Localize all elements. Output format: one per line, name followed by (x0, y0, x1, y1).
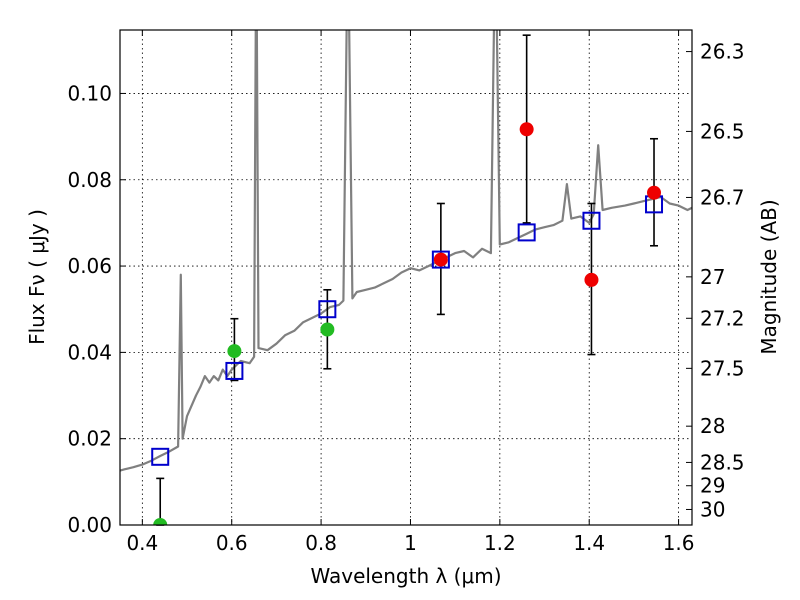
right-tick-label: 30 (700, 497, 725, 521)
observed-red-point (647, 185, 662, 200)
right-tick-label: 26.3 (700, 40, 745, 64)
right-tick-label: 27.5 (700, 356, 745, 380)
model-photometry-square (225, 361, 244, 380)
y-axis-right-label: Magnitude (AB) (757, 199, 781, 354)
right-tick-label: 29 (700, 474, 725, 498)
x-tick-label: 0.8 (305, 531, 337, 555)
y-axis-label: Flux Fν ( μJy ) (25, 209, 49, 345)
plot-frame (119, 29, 693, 526)
right-tick-label: 27.2 (700, 306, 745, 330)
series-layer (120, 30, 692, 526)
observed-red-point (433, 252, 448, 267)
observed-green-point (320, 322, 335, 337)
right-tick-label: 28 (700, 414, 725, 438)
model-photometry-square (582, 211, 601, 230)
model-spectrum-line (120, 30, 692, 472)
x-tick-label: 1.4 (573, 531, 605, 555)
plot-area (120, 30, 692, 525)
observed-green-point (153, 518, 168, 525)
y-tick-label: 0.10 (67, 81, 112, 105)
grid (120, 30, 692, 526)
y-tick-label: 0.00 (67, 513, 112, 537)
ticks: 0.4 0.6 0.8 1 1.2 1.4 1.6 0.00 0.02 0.04 0.06 0.08 0… (67, 30, 745, 555)
right-tick-label: 26.5 (700, 119, 745, 143)
y-tick-label: 0.06 (67, 254, 112, 278)
model-photometry-square (318, 300, 337, 319)
model-photometry-square (517, 223, 536, 242)
right-tick-label: 26.7 (700, 185, 745, 209)
right-tick-label: 28.5 (700, 450, 745, 474)
x-tick-label: 1 (404, 531, 417, 555)
y-tick-label: 0.02 (67, 427, 112, 451)
observed-red-point (584, 272, 599, 287)
model-photometry-square (431, 250, 450, 269)
observed-green-point (227, 344, 242, 359)
model-photometry-square (151, 447, 170, 466)
x-axis-label: Wavelength λ (μm) (310, 564, 501, 588)
x-tick-label: 1.2 (484, 531, 516, 555)
observed-red-point (519, 122, 534, 137)
x-tick-label: 0.6 (216, 531, 248, 555)
x-tick-label: 0.4 (126, 531, 158, 555)
y-tick-label: 0.04 (67, 340, 112, 364)
y-tick-label: 0.08 (67, 168, 112, 192)
right-tick-label: 27 (700, 265, 725, 289)
x-tick-label: 1.6 (663, 531, 695, 555)
